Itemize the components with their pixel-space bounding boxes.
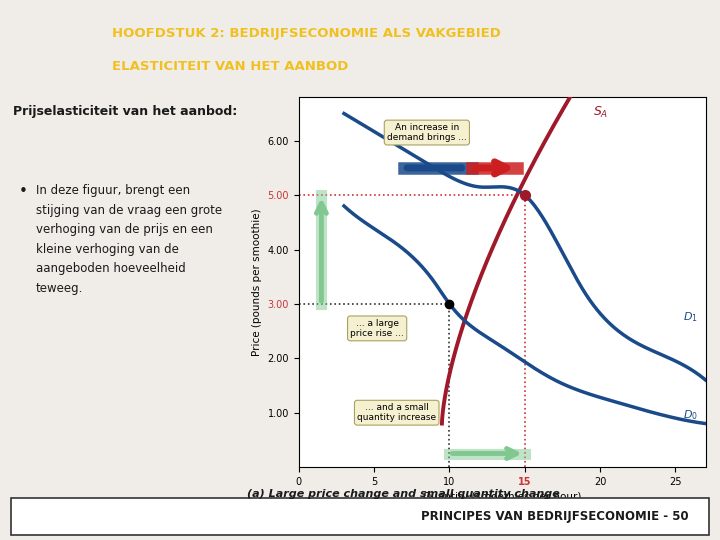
Text: In deze figuur, brengt een
stijging van de vraag een grote
verhoging van de prij: In deze figuur, brengt een stijging van … — [36, 184, 222, 295]
Text: HOOFDSTUK 2: BEDRIJFSECONOMIE ALS VAKGEBIED: HOOFDSTUK 2: BEDRIJFSECONOMIE ALS VAKGEB… — [112, 27, 500, 40]
Text: An increase in
demand brings ...: An increase in demand brings ... — [387, 123, 467, 142]
Text: ELASTICITEIT VAN HET AANBOD: ELASTICITEIT VAN HET AANBOD — [112, 60, 348, 73]
Text: Prijselasticiteit van het aanbod:: Prijselasticiteit van het aanbod: — [13, 105, 237, 118]
Y-axis label: Price (pounds per smoothie): Price (pounds per smoothie) — [252, 208, 262, 356]
Text: $D_1$: $D_1$ — [683, 310, 698, 324]
Text: $D_0$: $D_0$ — [683, 408, 698, 422]
Text: $S_A$: $S_A$ — [593, 105, 608, 120]
Text: ... and a small
quantity increase: ... and a small quantity increase — [357, 403, 436, 422]
Text: •: • — [19, 184, 27, 199]
Text: ... a large
price rise ...: ... a large price rise ... — [350, 319, 404, 338]
Text: (a) Large price change and small quantity change: (a) Large price change and small quantit… — [247, 489, 559, 499]
Text: PRINCIPES VAN BEDRIJFSECONOMIE - 50: PRINCIPES VAN BEDRIJFSECONOMIE - 50 — [420, 510, 688, 523]
X-axis label: Quantity (smoothies per hour): Quantity (smoothies per hour) — [423, 492, 581, 502]
FancyBboxPatch shape — [11, 498, 709, 535]
